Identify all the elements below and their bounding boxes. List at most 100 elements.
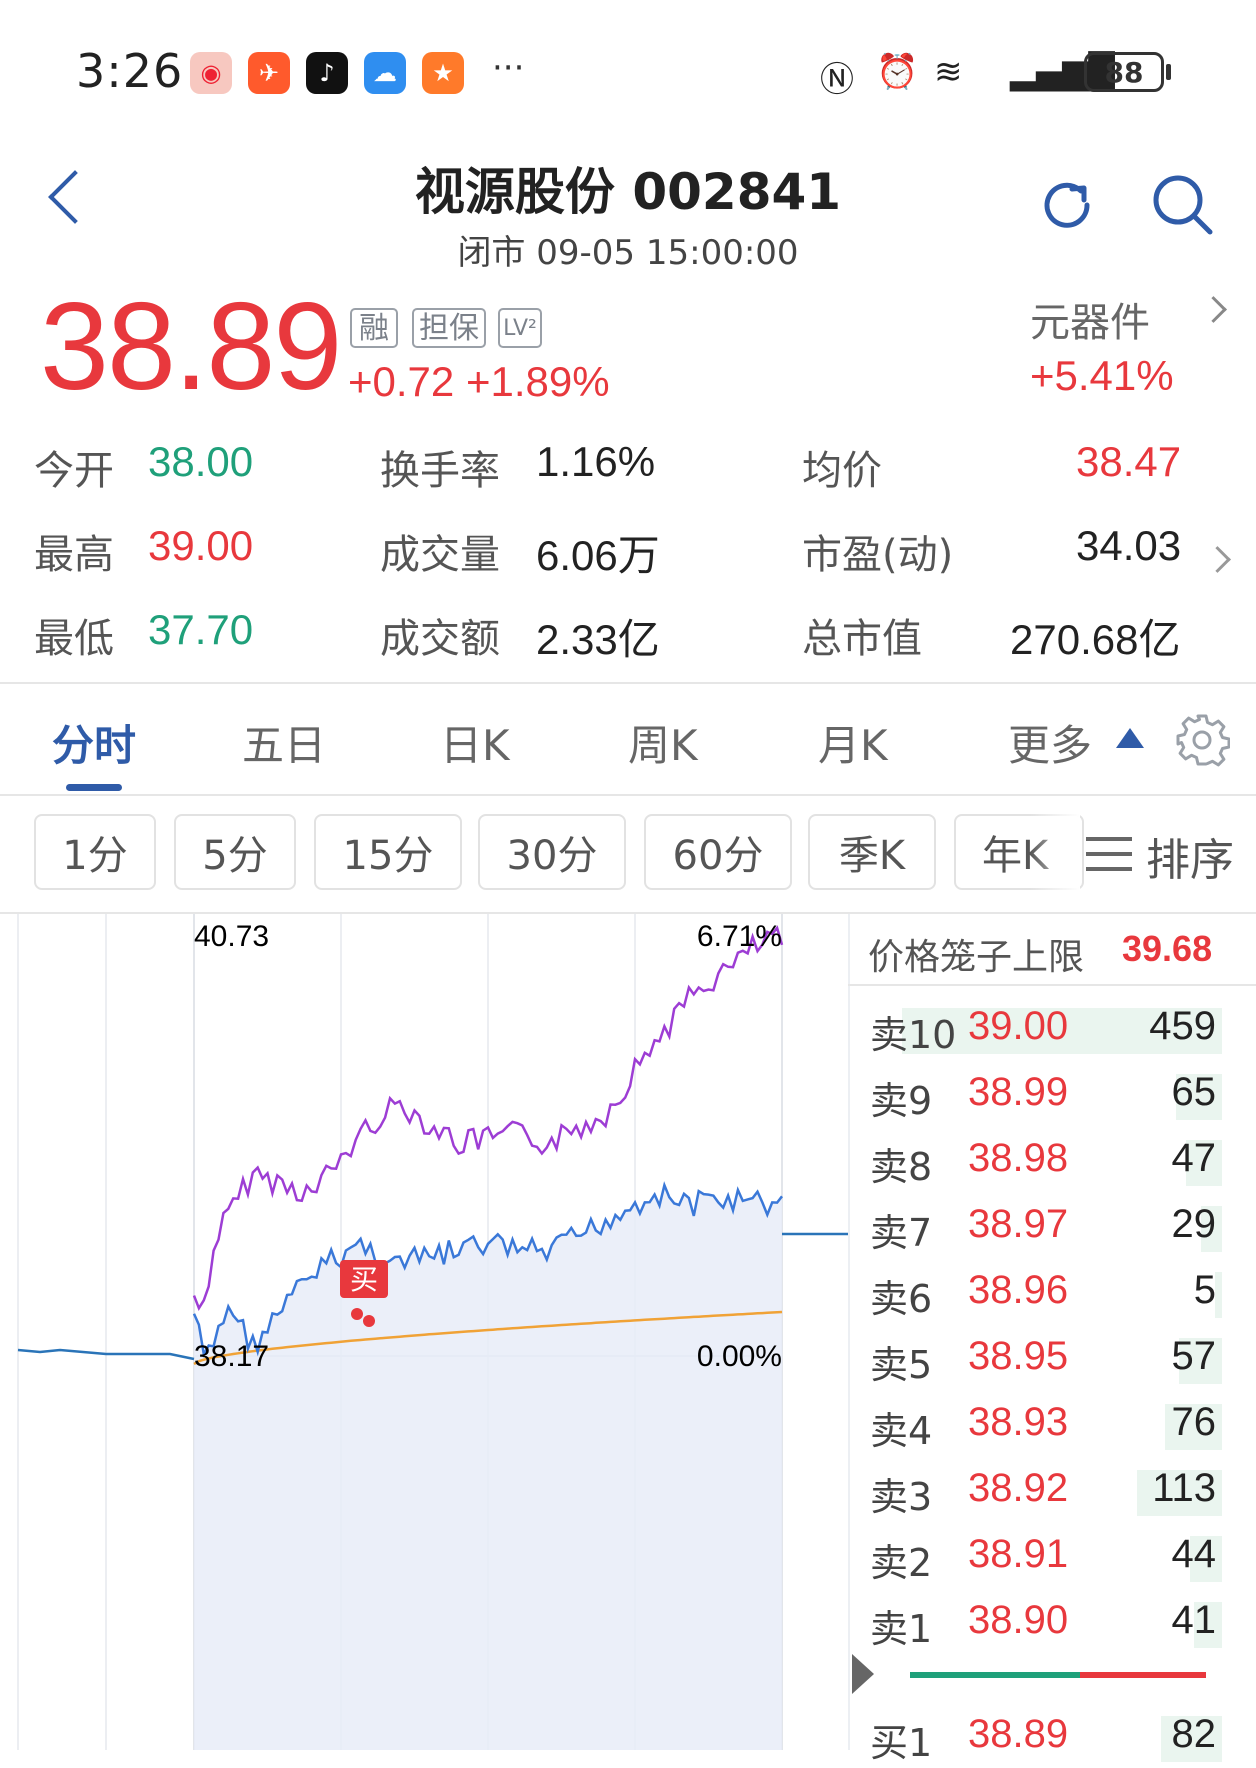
order-level-label: 卖3	[870, 1475, 933, 1519]
axis-price-top: 40.73	[194, 920, 269, 953]
order-volume: 44	[1171, 1532, 1217, 1576]
triangle-up-icon[interactable]	[1116, 728, 1144, 748]
feishu-icon: ✈	[248, 52, 290, 94]
current-price: 38.89	[40, 278, 342, 416]
order-book-row[interactable]: 卖7 38.97 29	[866, 1198, 1222, 1258]
tab-five-day[interactable]: 五日	[242, 721, 327, 770]
order-book-row[interactable]: 卖4 38.93 76	[866, 1396, 1222, 1456]
stat-value: 6.06万	[536, 532, 660, 579]
order-volume: 5	[1193, 1268, 1216, 1312]
app-icon: ★	[422, 52, 464, 94]
volume-bar	[1194, 1602, 1222, 1648]
refresh-icon[interactable]	[1038, 176, 1096, 234]
order-volume: 113	[1152, 1466, 1216, 1510]
search-icon[interactable]	[1150, 172, 1216, 238]
active-tab-indicator	[66, 784, 122, 791]
tab-intraday[interactable]: 分时	[52, 721, 137, 770]
order-volume: 65	[1171, 1070, 1217, 1114]
sector-name[interactable]: 元器件	[1030, 300, 1150, 346]
collateral-tag[interactable]: 担保	[412, 308, 486, 348]
stat-value: 270.68亿	[1010, 616, 1181, 663]
period-1min-button[interactable]: 1分	[34, 814, 156, 890]
order-volume: 76	[1171, 1400, 1217, 1444]
tab-more[interactable]: 更多	[1008, 721, 1093, 770]
divider	[0, 682, 1256, 684]
volume-bar	[1165, 1404, 1222, 1450]
stat-label[interactable]: 市盈(动)	[802, 532, 954, 578]
order-volume: 57	[1171, 1334, 1217, 1378]
chevron-right-icon[interactable]	[1200, 296, 1227, 323]
order-book-row[interactable]: 卖5 38.95 57	[866, 1330, 1222, 1390]
order-volume: 47	[1171, 1136, 1217, 1180]
stat-label: 均价	[802, 448, 882, 494]
divider	[0, 912, 1256, 914]
order-level-label: 买1	[870, 1721, 933, 1765]
order-book-row[interactable]: 卖3 38.92 113	[866, 1462, 1222, 1522]
volume-bar	[902, 1008, 1222, 1054]
order-level-label: 卖6	[870, 1277, 933, 1321]
order-book-row[interactable]: 卖2 38.91 44	[866, 1528, 1222, 1588]
order-price: 38.93	[968, 1400, 1069, 1444]
price-area-fill	[194, 1185, 782, 1750]
order-price: 38.89	[968, 1712, 1069, 1756]
margin-tag[interactable]: 融	[350, 308, 398, 348]
volume-bar	[1215, 1272, 1222, 1318]
order-book-row[interactable]: 卖1 38.90 41	[866, 1594, 1222, 1654]
stat-value: 1.16%	[536, 438, 656, 485]
sort-button[interactable]: 排序	[1146, 835, 1234, 886]
price-cage-label: 价格笼子上限	[868, 937, 1085, 978]
stat-value[interactable]: 34.03	[1076, 522, 1182, 569]
stat-value: 37.70	[148, 606, 254, 653]
order-volume: 41	[1171, 1598, 1217, 1642]
volume-bar	[1179, 1338, 1222, 1384]
period-5min-button[interactable]: 5分	[174, 814, 296, 890]
period-15min-button[interactable]: 15分	[314, 814, 462, 890]
axis-pct-top: 6.71%	[697, 920, 782, 953]
divider	[848, 984, 1256, 986]
intraday-chart[interactable]: 40.73 6.71% 38.17 0.00% 买	[0, 914, 848, 1750]
volume-bar	[1186, 1140, 1222, 1186]
order-level-label: 卖8	[870, 1145, 933, 1189]
order-level-label: 卖10	[870, 1013, 957, 1057]
order-price: 38.98	[968, 1136, 1069, 1180]
period-60min-button[interactable]: 60分	[644, 814, 792, 890]
play-icon[interactable]	[852, 1654, 874, 1694]
order-price: 38.91	[968, 1532, 1069, 1576]
order-book-row[interactable]: 卖8 38.98 47	[866, 1132, 1222, 1192]
price-change: +0.72 +1.89%	[348, 358, 610, 405]
volume-bar	[1176, 1074, 1222, 1120]
sort-icon[interactable]	[1084, 834, 1134, 874]
order-book-row[interactable]: 卖6 38.96 5	[866, 1264, 1222, 1324]
sell-ratio-bar	[910, 1672, 1080, 1678]
period-30min-button[interactable]: 30分	[478, 814, 626, 890]
tab-monthly-k[interactable]: 月K	[818, 721, 888, 770]
order-book-row[interactable]: 买1 38.89 82	[866, 1708, 1222, 1768]
chevron-right-icon[interactable]	[1204, 546, 1231, 573]
battery-cap	[1166, 64, 1171, 80]
axis-pct-mid: 0.00%	[697, 1340, 782, 1373]
order-level-label: 卖4	[870, 1409, 933, 1453]
buy-marker[interactable]: 买	[340, 1260, 388, 1327]
order-book-row[interactable]: 卖10 39.00 459	[866, 1000, 1222, 1060]
gear-icon[interactable]	[1174, 712, 1230, 768]
order-volume: 459	[1149, 1004, 1216, 1048]
sector-line	[192, 925, 784, 1311]
sector-change: +5.41%	[1030, 352, 1174, 399]
order-price: 38.92	[968, 1466, 1069, 1510]
tab-daily-k[interactable]: 日K	[440, 721, 510, 770]
level2-tag[interactable]: LV²	[498, 308, 542, 348]
average-price-line	[193, 1310, 783, 1366]
volume-bar	[1201, 1206, 1222, 1252]
weather-icon: ☁	[364, 52, 406, 94]
order-price: 38.90	[968, 1598, 1069, 1642]
stat-label: 最低	[34, 616, 114, 662]
order-book-row[interactable]: 卖9 38.99 65	[866, 1066, 1222, 1126]
order-level-label: 卖5	[870, 1343, 933, 1387]
tiktok-icon: ♪	[306, 52, 348, 94]
tab-weekly-k[interactable]: 周K	[628, 721, 698, 770]
order-price: 39.00	[968, 1004, 1069, 1048]
order-level-label: 卖7	[870, 1211, 933, 1255]
period-quarter-k-button[interactable]: 季K	[808, 814, 936, 890]
divider	[0, 794, 1256, 796]
battery-indicator: 88	[1084, 52, 1164, 92]
